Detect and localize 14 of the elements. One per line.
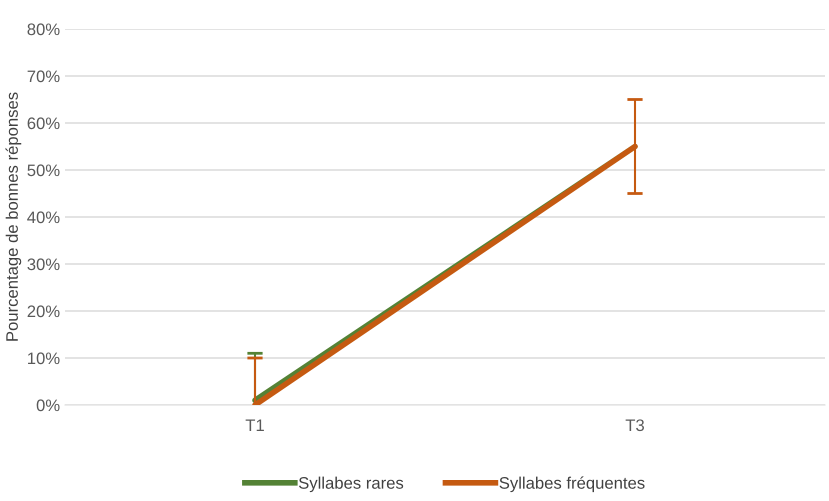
y-tick-label: 60%	[28, 117, 60, 130]
y-tick-label: 30%	[27, 258, 60, 270]
legend-label: Syllabes fréquentes	[500, 476, 645, 492]
x-tick-label: T1	[246, 420, 264, 431]
y-tick-label: 80%	[28, 23, 60, 36]
legend-label: Syllabes rares	[298, 476, 404, 492]
y-axis-title: Pourcentage de bonnes réponses	[5, 92, 22, 341]
y-tick-label: 20%	[28, 305, 60, 318]
y-tick-label: 10%	[28, 352, 60, 364]
y-tick-label: 40%	[27, 211, 60, 224]
y-tick-label: 50%	[27, 164, 60, 176]
y-tick-label: 70%	[28, 70, 60, 82]
y-tick-label: 0%	[36, 399, 60, 412]
x-tick-label: T3	[626, 419, 644, 432]
